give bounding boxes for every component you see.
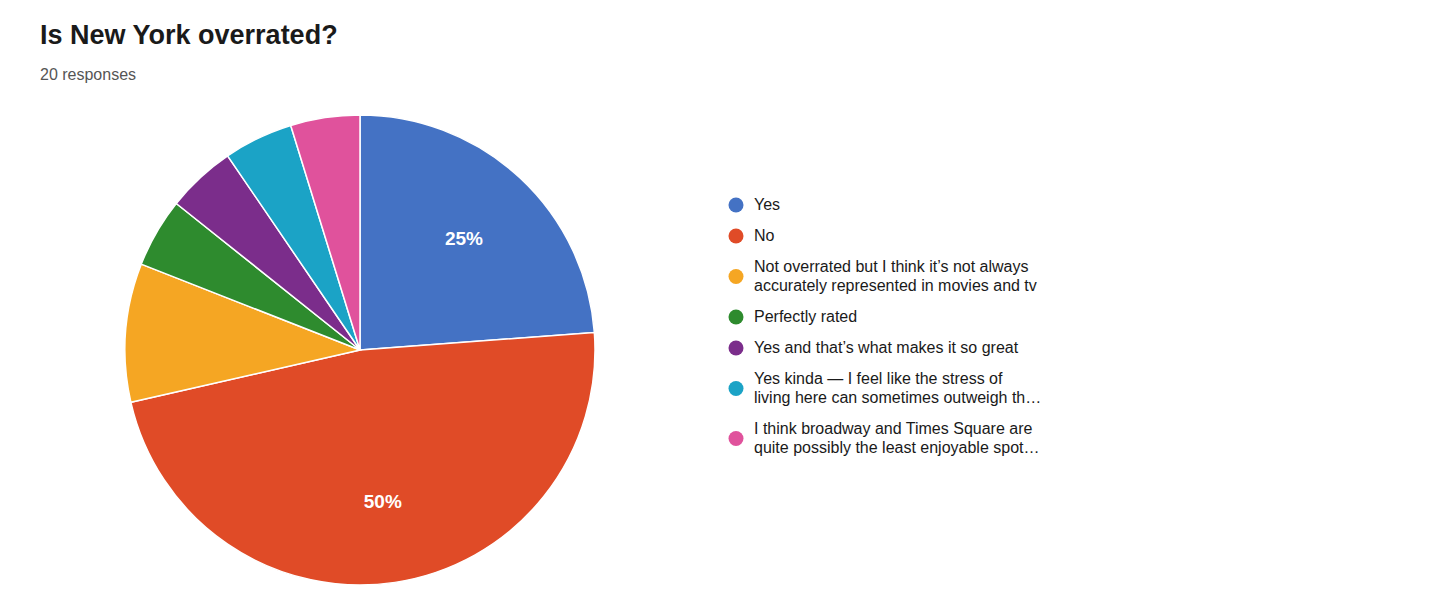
legend-marker [729,381,744,396]
legend-marker [729,198,744,213]
legend-label: Yes [754,196,780,213]
legend-label: Yes kinda — I feel like the stress of liv… [754,370,1041,406]
subtitle: 20 responses [40,66,136,83]
legend-label-line: living here can sometimes outweigh th… [754,389,1041,406]
legend-marker [729,431,744,446]
legend-label: No [754,227,775,244]
legend-item: Yes [729,196,781,213]
legend-label: Yes and that’s what makes it so great [754,339,1019,356]
legend-marker [729,229,744,244]
legend-item: Not overrated but I think it’s not alway… [729,258,1037,294]
legend-marker [729,341,744,356]
data-label: 50% [364,491,402,512]
legend-label: I think broadway and Times Square are qui… [754,420,1040,456]
legend-label-line: Yes and that’s what makes it so great [754,339,1019,356]
legend-label-line: Yes kinda — I feel like the stress of [754,370,1003,387]
legend-label-line: Yes [754,196,780,213]
legend-label-line: I think broadway and Times Square are [754,420,1032,437]
legend-label-line: No [754,227,775,244]
chart: Is New York overrated? 20 responses 25% 50%… [0,0,1456,613]
legend-item: Yes and that’s what makes it so great [729,339,1019,356]
legend-item: I think broadway and Times Square are qui… [729,420,1040,456]
pie: 25% 50% [125,115,595,585]
legend-label: Not overrated but I think it’s not alway… [754,258,1037,294]
legend-item: Perfectly rated [729,308,858,325]
title: Is New York overrated? [40,20,338,50]
legend-item: Yes kinda — I feel like the stress of liv… [729,370,1042,406]
pie-slice [291,115,360,350]
legend-label-line: Perfectly rated [754,308,857,325]
legend-item: No [729,227,775,244]
data-label: 25% [445,228,483,249]
legend-label-line: accurately represented in movies and tv [754,277,1037,294]
legend-label-line: Not overrated but I think it’s not alway… [754,258,1029,275]
legend-label-line: quite possibly the least enjoyable spot… [754,439,1040,456]
legend-label: Perfectly rated [754,308,857,325]
legend-marker [729,269,744,284]
pie-slice [360,115,594,350]
legend: Yes No Not overrated but I think it’s not … [729,196,1042,456]
legend-marker [729,310,744,325]
